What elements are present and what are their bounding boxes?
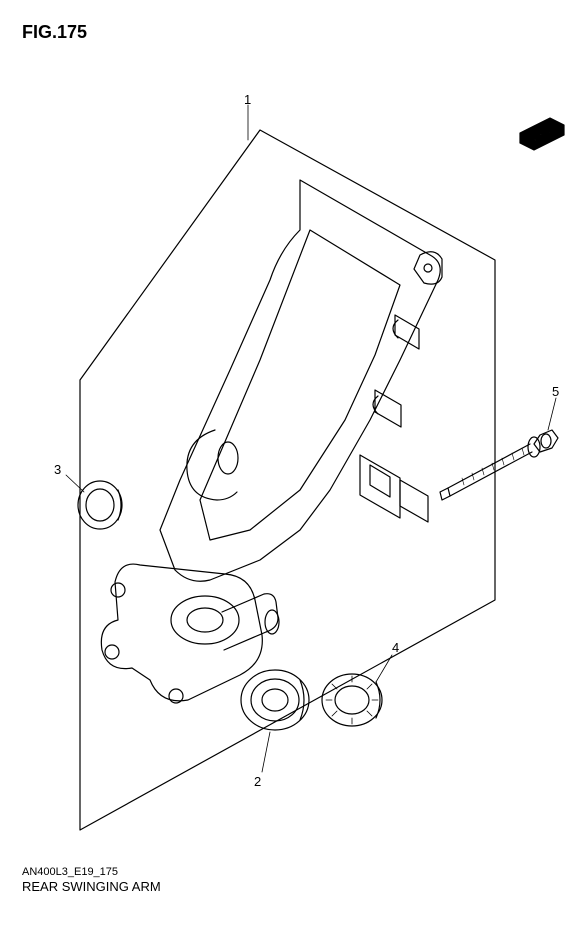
diagram-area: FWD (0, 60, 580, 880)
footer-id: AN400L3_E19_175 (22, 866, 118, 878)
callout-4: 4 (392, 640, 399, 655)
callout-3: 3 (54, 462, 61, 477)
axle-hub (101, 564, 279, 703)
bounding-frame (80, 130, 495, 830)
callout-1: 1 (244, 92, 251, 107)
part-seal (78, 481, 122, 529)
figure-title: FIG.175 (22, 22, 87, 43)
fwd-badge: FWD (520, 118, 564, 150)
part-spacer (322, 674, 382, 726)
callout-5: 5 (552, 384, 559, 399)
footer-name: REAR SWINGING ARM (22, 879, 161, 894)
part-bearing (241, 670, 309, 730)
part-bolt (440, 430, 558, 500)
swingarm-body (160, 180, 442, 581)
callout-2: 2 (254, 774, 261, 789)
leader-lines (66, 105, 556, 772)
diagram-svg: FWD (0, 60, 580, 880)
